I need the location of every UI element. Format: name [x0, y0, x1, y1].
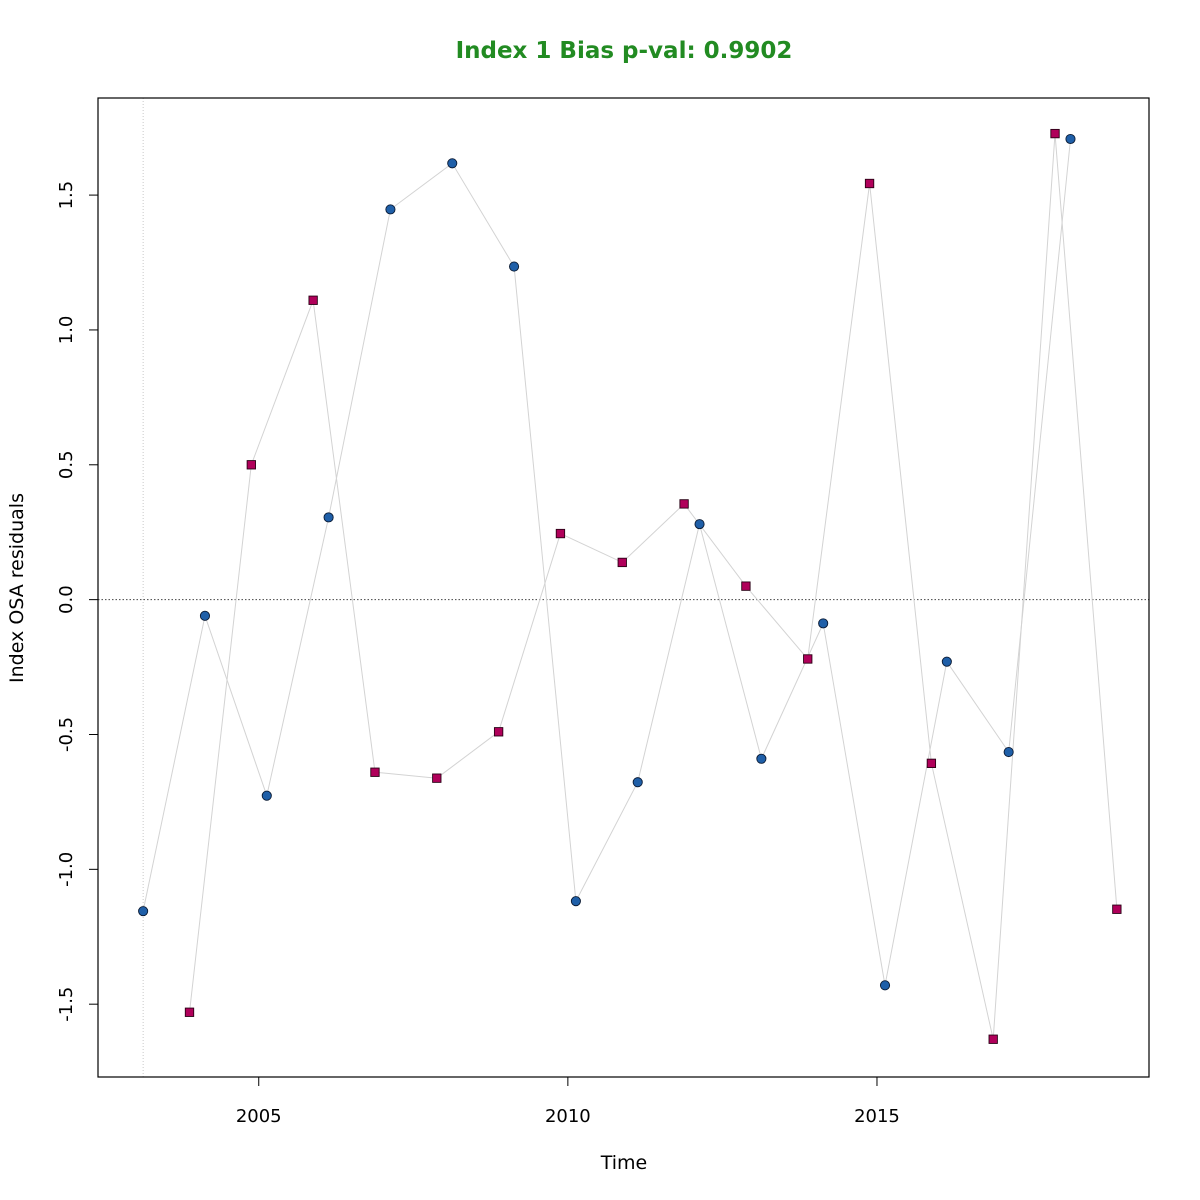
series-1-point-7 [617, 557, 627, 568]
series-1-point-2 [308, 295, 318, 305]
series-1-point-13 [988, 1034, 998, 1044]
y-tick-label-5: 1.0 [56, 316, 77, 345]
y-tick-label-4: 0.5 [56, 450, 77, 479]
series-1-point-0 [184, 1007, 195, 1017]
series-1-point-11 [864, 178, 875, 189]
series-1-line [189, 133, 1118, 1040]
series-1-point-5 [493, 727, 504, 737]
series-1-point-4 [432, 773, 442, 783]
x-tick-label-2: 2015 [854, 1106, 900, 1127]
series-0-point-15 [1065, 133, 1076, 145]
series-0-point-2 [261, 790, 272, 801]
x-axis-label: Time [600, 1152, 648, 1174]
series-0-point-11 [818, 618, 829, 629]
series-1-point-8 [679, 499, 689, 509]
y-tick-label-1: -1.0 [56, 852, 77, 887]
series-0-point-9 [694, 519, 705, 530]
y-tick-label-6: 1.5 [56, 181, 77, 210]
series-1-point-9 [741, 581, 751, 591]
series-0-point-1 [199, 610, 211, 621]
plot-area: 2005 2010 2015 -1.5 -1.0 -0.5 0.0 0.5 1.0 1.5 [56, 97, 1150, 1127]
series-0-point-14 [1003, 746, 1014, 758]
series-0-point-10 [756, 753, 767, 764]
series-1-point-15 [1112, 904, 1122, 914]
series-1-point-14 [1050, 128, 1060, 139]
series-1-point-6 [555, 528, 566, 539]
chart-title: Index 1 Bias p-val: 0.9902 [456, 38, 793, 64]
y-tick-label-2: -0.5 [56, 717, 77, 752]
series-0-line [142, 138, 1071, 986]
series-1-point-10 [803, 654, 813, 664]
y-axis-label: Index OSA residuals [6, 493, 28, 683]
series-0-point-6 [509, 261, 520, 272]
series-1-point-12 [926, 758, 937, 768]
y-tick-label-0: -1.5 [56, 987, 77, 1022]
series-0-point-7 [570, 896, 581, 907]
series-0-point-4 [385, 204, 396, 215]
series-1-point-1 [246, 460, 256, 470]
series-0-point-13 [941, 656, 952, 667]
series-0-point-8 [632, 777, 643, 788]
x-tick-label-0: 2005 [236, 1106, 282, 1127]
x-tick-label-1: 2010 [545, 1106, 591, 1127]
series-0-point-5 [447, 158, 458, 169]
series-0-point-12 [879, 980, 891, 991]
series-0-point-3 [323, 512, 334, 523]
y-tick-label-3: 0.0 [56, 585, 77, 614]
plot-frame [97, 97, 1150, 1078]
series-0-point-0 [138, 906, 149, 917]
series-1-point-3 [370, 767, 380, 777]
